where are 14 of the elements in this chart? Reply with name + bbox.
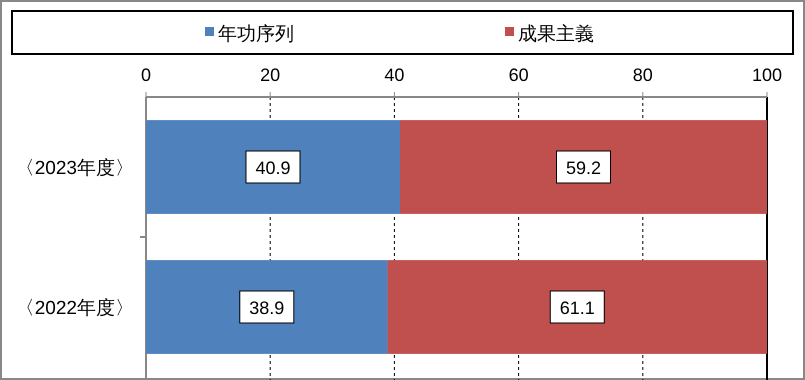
x-tick-label: 100 — [752, 65, 782, 85]
x-tick-label: 40 — [384, 65, 404, 85]
data-label: 38.9 — [249, 298, 284, 318]
x-tick-label: 60 — [508, 65, 529, 85]
y-tick-label: 〈2023年度〉 — [16, 157, 134, 179]
x-tick-label: 20 — [260, 65, 280, 85]
data-label: 61.1 — [560, 298, 595, 318]
legend-label: 年功序列 — [218, 23, 294, 45]
x-tick-label: 0 — [140, 65, 152, 85]
y-tick-label: 〈2022年度〉 — [16, 297, 134, 319]
legend-label: 成果主義 — [518, 23, 594, 45]
data-label: 59.2 — [566, 158, 602, 178]
data-label: 40.9 — [255, 158, 291, 178]
x-tick-label: 80 — [632, 65, 653, 85]
